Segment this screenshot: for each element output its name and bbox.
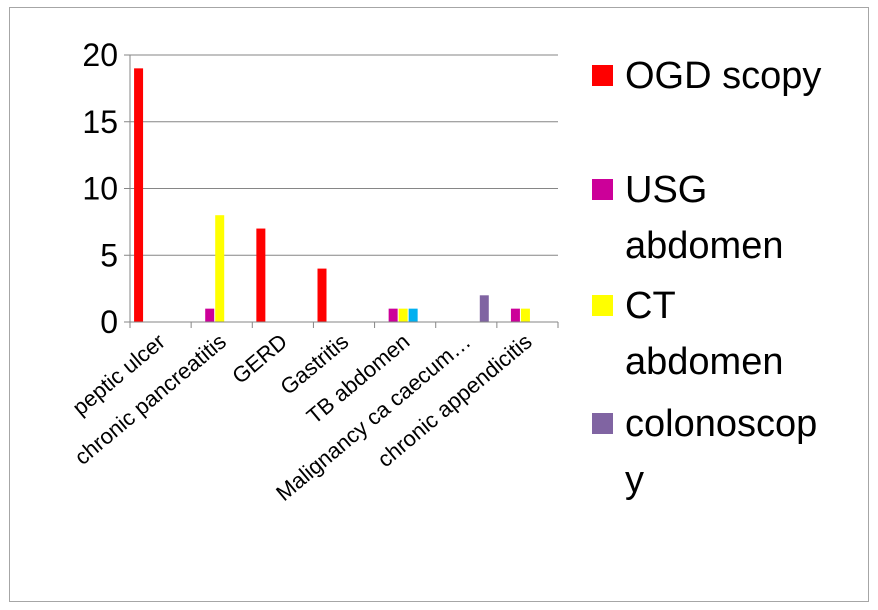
legend-item-ct-abdomen: CT abdomen (592, 278, 872, 388)
bar (388, 308, 398, 322)
legend-label-usg-line2: abdomen (625, 225, 784, 267)
legend-swatch-ct-abdomen (592, 295, 613, 316)
legend-item-usg-abdomen: USG abdomen (592, 162, 872, 270)
y-tick-label: 10 (82, 171, 118, 207)
bar (205, 308, 215, 322)
legend-swatch-colonoscopy (592, 413, 613, 434)
legend-label-ct-abdomen: CT abdomen (625, 278, 870, 390)
legend-label-colonoscopy-line1: colonoscop (625, 403, 818, 445)
legend-label-usg-line1: USG (625, 169, 708, 211)
legend-item-ogd-scopy: OGD scopy (592, 48, 872, 128)
legend-item-colonoscopy: colonoscop y (592, 396, 872, 506)
legend-swatch-usg-abdomen (592, 179, 613, 200)
bar (479, 295, 489, 322)
y-tick-label: 5 (100, 237, 118, 273)
legend-swatch-ogd-scopy (592, 65, 613, 86)
legend-label-ct-line2: abdomen (625, 341, 784, 383)
chart-legend: OGD scopy USG abdomen CT abdomen colonos… (592, 48, 872, 506)
legend-label-colonoscopy-line2: y (625, 459, 644, 501)
bar (510, 308, 520, 322)
legend-label-ogd-scopy: OGD scopy (625, 55, 822, 97)
bar (215, 215, 225, 322)
legend-label-colonoscopy: colonoscop y (625, 396, 870, 508)
legend-label-usg-abdomen: USG abdomen (625, 162, 870, 274)
bar (256, 228, 266, 322)
bar (134, 68, 144, 322)
y-tick-label: 0 (100, 304, 118, 340)
legend-label-ct-line1: CT (625, 285, 676, 327)
chart-frame: 0 5 10 15 20 peptic ulcer chronic pancreatitis… (9, 7, 869, 602)
bar (408, 308, 418, 322)
bar (520, 308, 530, 322)
y-tick-label: 20 (82, 37, 118, 73)
bar (398, 308, 408, 322)
bar (317, 268, 327, 322)
y-tick-label: 15 (82, 104, 118, 140)
